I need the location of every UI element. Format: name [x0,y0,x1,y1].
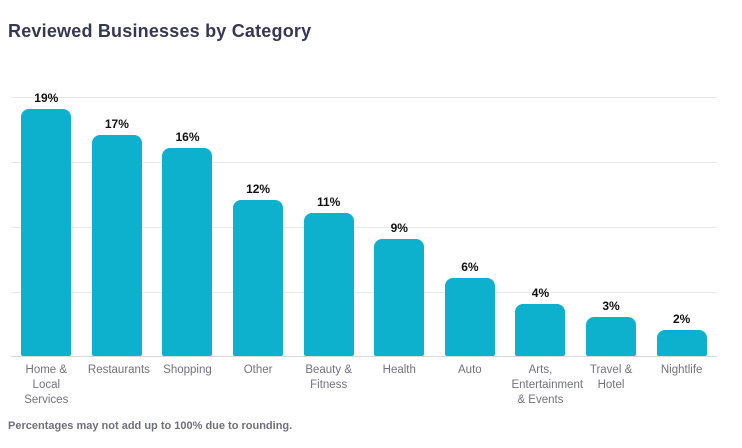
bar-slot: 6% [435,97,506,356]
bar-value-label: 9% [390,221,408,235]
x-label-slot: Beauty & Fitness [293,363,364,408]
bar-health[interactable] [374,239,425,356]
x-axis-label: Beauty & Fitness [305,364,352,391]
gridline-5 [11,292,717,293]
x-axis-labels: Home & Local Services Restaurants Shopping… [11,363,717,408]
bars-row: 19% 17% 16% 12% 11% 9% 6% 4% 3% 2% [11,91,717,356]
bar-value-label: 19% [34,91,59,105]
gridline-10 [11,227,717,228]
bar-arts-entertainment-events[interactable] [515,304,566,356]
bar-slot: 9% [364,97,435,356]
plot-area: 19% 17% 16% 12% 11% 9% 6% 4% 3% 2% [11,91,717,357]
x-axis-label: Other [243,364,273,376]
chart-title: Reviewed Businesses by Category [8,21,312,41]
bar-slot: 16% [152,97,223,356]
x-label-slot: Shopping [152,363,223,408]
x-axis-label: Auto [458,364,482,376]
x-axis-label: Shopping [163,364,212,376]
bar-beauty-fitness[interactable] [303,213,354,356]
bar-value-label: 12% [246,182,271,196]
x-label-slot: Travel & Hotel [576,363,647,408]
x-axis-label: Travel & Hotel [589,364,633,391]
bar-slot: 11% [293,97,364,356]
bar-value-label: 17% [104,117,129,131]
x-axis-label: Health [382,364,416,376]
x-label-slot: Restaurants [82,363,153,408]
x-axis-label: Restaurants [87,364,150,376]
x-axis-label: Arts, Entertainment & Events [511,364,584,406]
bar-slot: 19% [11,91,82,356]
gridline-20 [11,97,717,98]
bar-slot: 2% [646,97,717,356]
x-label-slot: Auto [435,363,506,408]
x-label-slot: Arts, Entertainment & Events [505,363,584,408]
bar-value-label: 11% [316,195,341,209]
bar-home-local-services[interactable] [21,109,72,356]
chart-footnote: Percentages may not add up to 100% due t… [8,420,293,432]
bar-value-label: 3% [602,299,620,313]
bar-other[interactable] [233,200,284,356]
bar-value-label: 16% [175,130,200,144]
bar-slot: 4% [505,97,576,356]
bar-value-label: 6% [461,260,479,274]
x-label-slot: Nightlife [646,363,717,408]
x-label-slot: Home & Local Services [11,363,82,408]
bar-slot: 12% [223,97,294,356]
x-label-slot: Other [223,363,294,408]
bar-restaurants[interactable] [91,135,142,356]
x-label-slot: Health [364,363,435,408]
bar-value-label: 4% [531,286,550,300]
bar-auto[interactable] [444,278,495,356]
bar-value-label: 2% [672,312,691,326]
bar-shopping[interactable] [162,148,213,356]
bar-nightlife[interactable] [656,330,707,356]
bar-travel-hotel[interactable] [586,317,637,356]
bar-slot: 3% [576,97,647,356]
bar-slot: 17% [82,97,153,356]
x-axis-label: Home & Local Services [24,364,69,406]
gridline-15 [11,162,717,163]
x-axis-label: Nightlife [660,364,703,376]
